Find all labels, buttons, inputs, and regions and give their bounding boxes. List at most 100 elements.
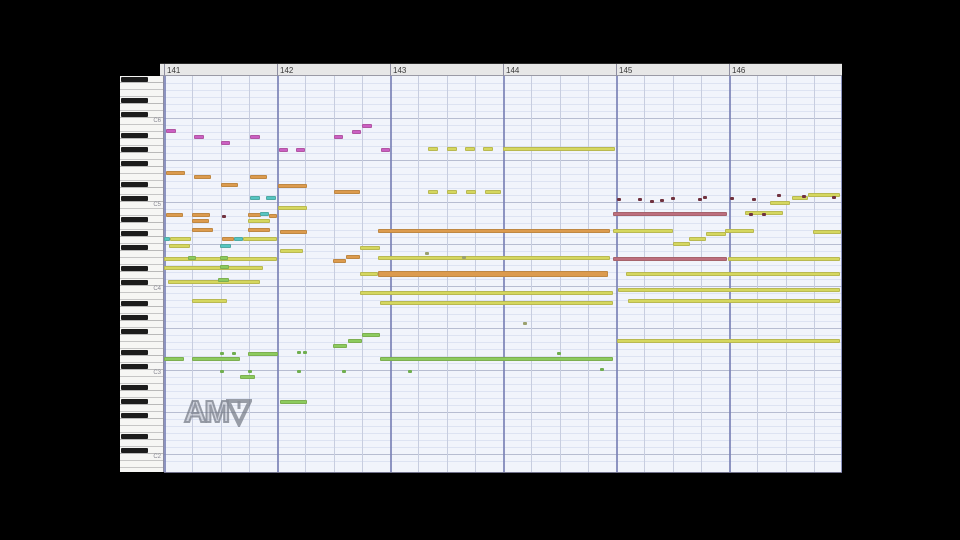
midi-note[interactable] [333, 344, 347, 348]
midi-note[interactable] [485, 190, 501, 194]
piano-key-black[interactable] [121, 112, 148, 117]
midi-note-dot[interactable] [232, 352, 236, 355]
midi-note-marker[interactable] [617, 198, 621, 201]
midi-note[interactable] [169, 244, 190, 248]
midi-note-marker[interactable] [730, 197, 734, 200]
midi-note[interactable] [352, 130, 361, 134]
piano-key-black[interactable] [121, 301, 148, 306]
midi-note[interactable] [334, 135, 343, 139]
midi-note-dot[interactable] [220, 352, 224, 355]
piano-key-black[interactable] [121, 434, 148, 439]
midi-note-marker[interactable] [777, 194, 781, 197]
piano-key-black[interactable] [121, 133, 148, 138]
midi-note[interactable] [503, 147, 615, 151]
piano-key-black[interactable] [121, 161, 148, 166]
midi-note-marker[interactable] [222, 215, 226, 218]
midi-note[interactable] [279, 148, 288, 152]
piano-key-black[interactable] [121, 196, 148, 201]
midi-note[interactable] [192, 219, 209, 223]
midi-note[interactable] [706, 232, 726, 236]
midi-note[interactable] [613, 212, 727, 216]
midi-note[interactable] [240, 375, 255, 379]
midi-note[interactable] [673, 242, 690, 246]
midi-note[interactable] [360, 291, 613, 295]
piano-key-black[interactable] [121, 231, 148, 236]
midi-note[interactable] [221, 183, 238, 187]
midi-note-dot[interactable] [297, 351, 301, 354]
midi-note-marker[interactable] [650, 200, 654, 203]
midi-note-dot[interactable] [557, 352, 561, 355]
midi-note[interactable] [334, 190, 360, 194]
midi-note[interactable] [192, 299, 227, 303]
midi-note[interactable] [770, 201, 790, 205]
midi-note[interactable] [248, 219, 270, 223]
midi-note[interactable] [628, 299, 840, 303]
midi-note[interactable] [250, 135, 260, 139]
midi-note[interactable] [192, 213, 210, 217]
midi-note[interactable] [465, 147, 475, 151]
midi-note[interactable] [280, 249, 303, 253]
midi-note[interactable] [296, 148, 305, 152]
midi-note[interactable] [813, 230, 841, 234]
midi-note-marker[interactable] [749, 213, 753, 216]
midi-note[interactable] [250, 196, 260, 200]
midi-note[interactable] [378, 229, 610, 233]
midi-note[interactable] [346, 255, 360, 259]
midi-note[interactable] [243, 237, 277, 241]
piano-key-black[interactable] [121, 413, 148, 418]
midi-note-dot[interactable] [248, 370, 252, 373]
piano-key-black[interactable] [121, 217, 148, 222]
midi-note[interactable] [170, 237, 191, 241]
midi-note[interactable] [188, 256, 196, 260]
midi-note[interactable] [447, 147, 457, 151]
midi-note[interactable] [218, 278, 229, 282]
midi-note[interactable] [428, 147, 438, 151]
midi-note-dot[interactable] [600, 368, 604, 371]
midi-note-marker[interactable] [832, 196, 836, 199]
piano-key-black[interactable] [121, 315, 148, 320]
piano-key-black[interactable] [121, 147, 148, 152]
piano-key-black[interactable] [121, 245, 148, 250]
midi-note[interactable] [192, 228, 213, 232]
midi-note[interactable] [362, 333, 380, 337]
midi-note-marker[interactable] [638, 198, 642, 201]
piano-roll-grid[interactable] [164, 76, 842, 473]
midi-note[interactable] [192, 357, 240, 361]
midi-note[interactable] [613, 229, 673, 233]
piano-key-black[interactable] [121, 448, 148, 453]
midi-note-dot[interactable] [408, 370, 412, 373]
piano-key-black[interactable] [121, 98, 148, 103]
midi-note[interactable] [613, 257, 727, 261]
piano-key-black[interactable] [121, 266, 148, 271]
midi-note-marker[interactable] [698, 198, 702, 201]
midi-note[interactable] [348, 339, 362, 343]
midi-note[interactable] [378, 256, 610, 260]
midi-note[interactable] [194, 175, 211, 179]
midi-note-marker[interactable] [660, 199, 664, 202]
midi-note[interactable] [166, 213, 183, 217]
midi-note[interactable] [360, 246, 380, 250]
midi-note[interactable] [278, 184, 307, 188]
midi-note[interactable] [428, 190, 438, 194]
midi-note-marker[interactable] [802, 195, 806, 198]
midi-note[interactable] [380, 301, 613, 305]
midi-note[interactable] [689, 237, 706, 241]
midi-note[interactable] [221, 141, 230, 145]
midi-note[interactable] [447, 190, 457, 194]
midi-note[interactable] [220, 265, 229, 269]
midi-note[interactable] [792, 196, 808, 200]
midi-note[interactable] [466, 190, 476, 194]
midi-note-dot[interactable] [523, 322, 527, 325]
midi-note[interactable] [362, 124, 372, 128]
midi-note[interactable] [222, 237, 234, 241]
midi-note[interactable] [269, 214, 277, 218]
midi-note[interactable] [278, 206, 307, 210]
midi-note[interactable] [248, 228, 270, 232]
midi-note[interactable] [483, 147, 493, 151]
piano-keyboard[interactable]: C6 C5 C4 C3 C2 [120, 76, 164, 472]
piano-key-black[interactable] [121, 182, 148, 187]
piano-key-black[interactable] [121, 350, 148, 355]
midi-note[interactable] [360, 272, 378, 276]
midi-note[interactable] [164, 237, 170, 241]
midi-note[interactable] [248, 352, 278, 356]
